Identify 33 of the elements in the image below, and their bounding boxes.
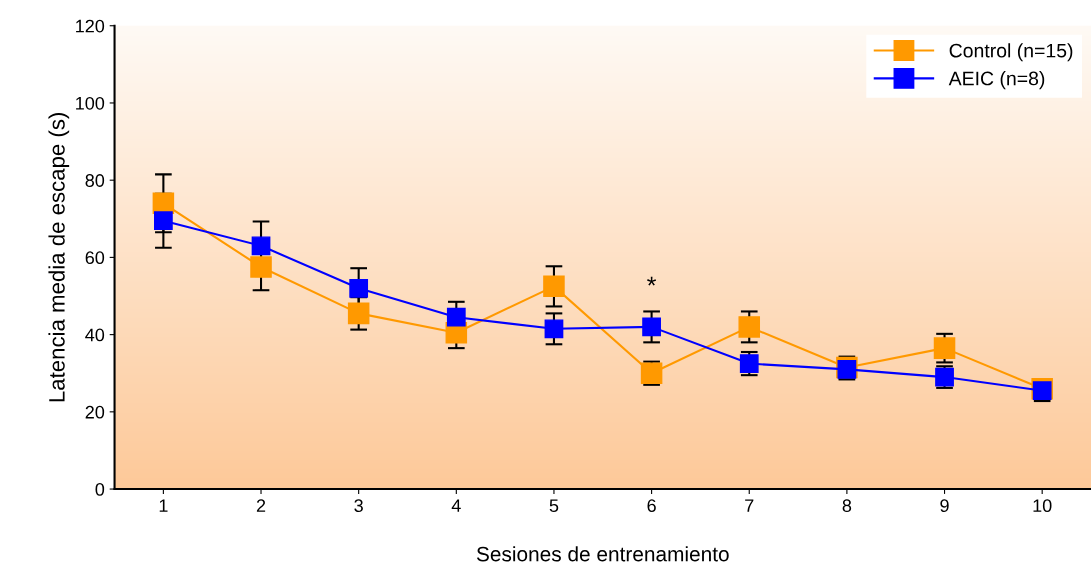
x-tick-label: 9	[940, 499, 949, 513]
y-tick-label: 40	[85, 328, 105, 342]
point	[154, 211, 173, 231]
x-tick-label: 8	[842, 499, 852, 513]
legend-label: Control (n=15)	[949, 43, 1073, 62]
point	[347, 302, 370, 325]
point	[738, 316, 761, 338]
y-tick-label: 20	[85, 405, 105, 419]
y-tick-label: 100	[76, 96, 105, 110]
point	[544, 319, 564, 339]
x-tick-label: 6	[647, 499, 656, 513]
y-tick-label: 120	[76, 19, 105, 33]
point	[251, 236, 271, 256]
x-tick-label: 2	[256, 499, 266, 512]
x-tick-label: 10	[1033, 499, 1052, 513]
x-tick-label: 4	[451, 499, 461, 512]
x-axis-title: Sesiones de entrenamiento	[476, 546, 729, 562]
x-tick-label: 5	[549, 499, 559, 513]
x-tick-label: 3	[354, 499, 363, 513]
point	[250, 256, 272, 278]
point	[446, 307, 466, 327]
annotation: *	[647, 276, 657, 286]
y-tick-label: 0	[95, 482, 105, 496]
x-tick-label: 7	[745, 499, 754, 512]
point	[933, 337, 956, 359]
y-tick-label: 80	[85, 174, 105, 187]
x-tick-label: 1	[159, 499, 168, 512]
point	[543, 275, 565, 298]
y-tick-label: 60	[85, 251, 105, 265]
y-axis-title: Latencia media de escape (s)	[48, 113, 70, 402]
point	[349, 278, 369, 298]
legend-label: AEIC (n=8)	[948, 71, 1045, 90]
point	[642, 317, 661, 337]
